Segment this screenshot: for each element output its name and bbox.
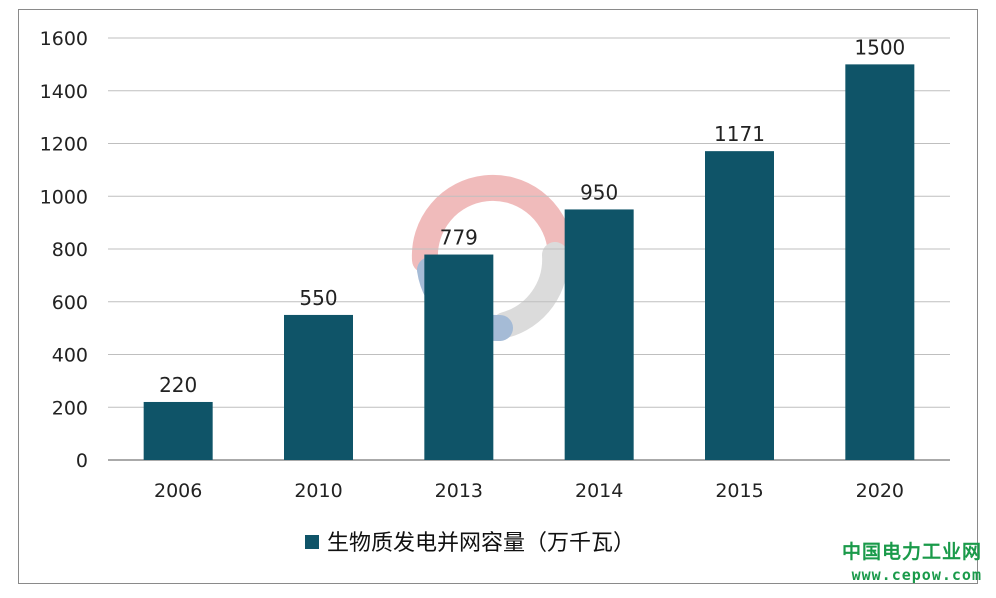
watermark-site-url: www.cepow.com <box>851 566 982 584</box>
x-tick-label: 2015 <box>715 480 763 502</box>
bar <box>845 64 915 460</box>
x-tick-label: 2013 <box>435 480 483 502</box>
x-axis: 2006 2010 2013 2014 2015 2020 <box>154 480 904 502</box>
x-tick-label: 2010 <box>294 480 342 502</box>
data-label: 220 <box>159 373 197 397</box>
data-label: 1171 <box>714 122 765 146</box>
data-label: 1500 <box>854 35 905 59</box>
chart-frame <box>18 9 978 584</box>
legend-swatch <box>305 535 319 549</box>
x-tick-label: 2014 <box>575 480 623 502</box>
y-tick-label: 600 <box>52 292 88 314</box>
legend: 生物质发电并网容量（万千瓦） <box>305 531 635 556</box>
y-tick-label: 0 <box>76 450 88 472</box>
x-tick-label: 2006 <box>154 480 202 502</box>
bar <box>705 151 774 460</box>
data-labels: 220 550 779 950 1171 1500 <box>159 35 905 397</box>
grid-lines <box>108 37 950 461</box>
y-tick-label: 1600 <box>40 28 88 50</box>
y-axis: 0 200 400 600 800 1000 1200 1400 1600 <box>40 28 88 472</box>
y-tick-label: 400 <box>52 345 88 367</box>
data-label: 779 <box>440 226 478 250</box>
y-tick-label: 800 <box>52 239 88 261</box>
bar <box>284 314 353 460</box>
legend-label: 生物质发电并网容量（万千瓦） <box>327 531 635 556</box>
y-tick-label: 1000 <box>40 186 88 208</box>
data-label: 550 <box>299 286 337 310</box>
bar <box>143 401 213 460</box>
bar <box>564 209 634 460</box>
data-label: 950 <box>580 180 618 204</box>
y-tick-label: 1200 <box>40 134 88 156</box>
y-tick-label: 1400 <box>40 81 88 103</box>
bar <box>424 254 494 460</box>
watermark-site-name: 中国电力工业网 <box>841 541 982 563</box>
x-tick-label: 2020 <box>856 480 904 502</box>
y-tick-label: 200 <box>52 397 88 419</box>
bars <box>143 64 915 460</box>
site-watermark: 中国电力工业网 www.cepow.com <box>842 537 982 584</box>
